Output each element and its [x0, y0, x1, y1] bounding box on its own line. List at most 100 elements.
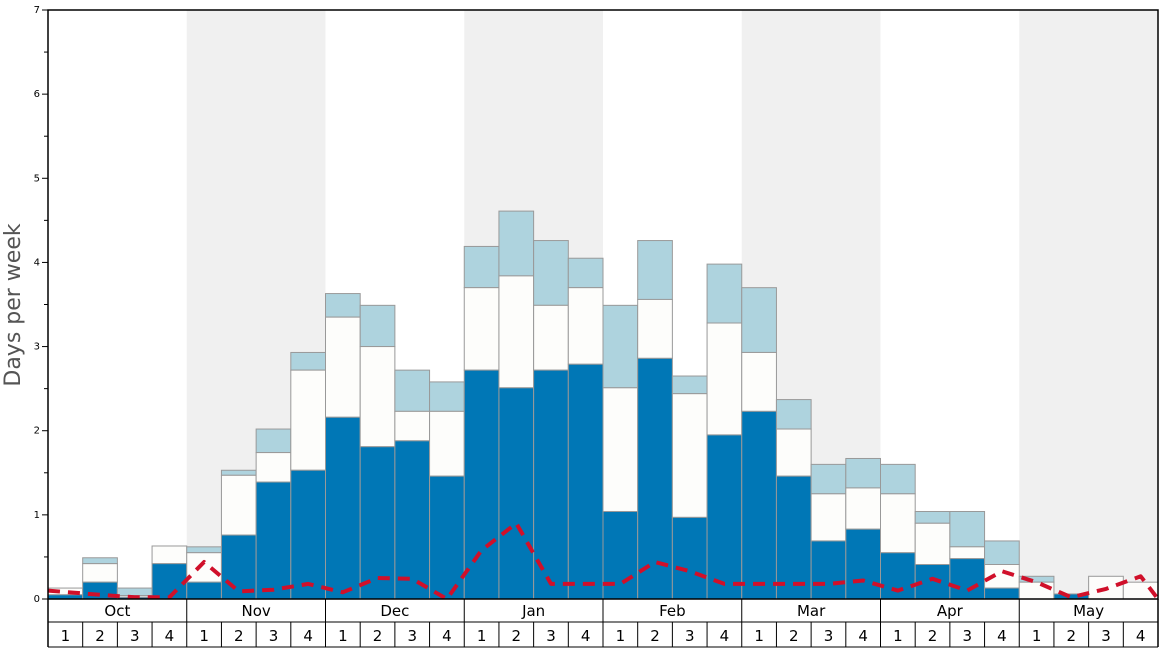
bar-bottom-segment — [186, 581, 222, 600]
week-label: 3 — [685, 627, 695, 645]
week-label: 1 — [1032, 627, 1042, 645]
bar-bottom-segment — [290, 469, 326, 600]
bar-middle-segment — [220, 474, 257, 536]
week-label: 4 — [720, 627, 730, 645]
week-label: 3 — [546, 627, 556, 645]
week-label: 1 — [754, 627, 764, 645]
bar-middle-segment — [602, 387, 639, 512]
bar-top-segment — [116, 587, 153, 597]
week-label: 1 — [477, 627, 487, 645]
bar-top-segment — [671, 375, 708, 395]
bar-middle-segment — [741, 351, 777, 412]
bar-bottom-segment — [949, 558, 986, 600]
week-label: 2 — [650, 627, 660, 645]
bar-middle-segment — [637, 298, 673, 359]
bar-top-segment — [533, 240, 569, 306]
bar-bottom-segment — [325, 416, 361, 600]
bar-middle-segment — [914, 522, 951, 566]
bar-middle-segment — [359, 346, 396, 448]
bar-middle-segment — [325, 316, 361, 418]
bar-middle-segment — [671, 393, 708, 518]
bar-bottom-segment — [706, 434, 743, 600]
month-label: Nov — [241, 602, 270, 620]
bar-middle-segment — [949, 546, 986, 560]
bar-top-segment — [359, 304, 396, 348]
bar-top-segment — [810, 463, 847, 495]
week-label: 3 — [962, 627, 972, 645]
y-tick-label: 1 — [34, 510, 40, 521]
week-label: 1 — [61, 627, 71, 645]
bar-middle-segment — [82, 563, 118, 583]
bar-bottom-segment — [394, 440, 431, 600]
bar-bottom-segment — [637, 357, 673, 600]
bar-bottom-segment — [810, 540, 847, 600]
y-tick-label: 2 — [34, 426, 40, 437]
bar-middle-segment — [255, 452, 292, 483]
week-label: 2 — [373, 627, 383, 645]
bar-top-segment — [567, 257, 604, 289]
bar-middle-segment — [463, 287, 500, 371]
week-label: 4 — [1136, 627, 1146, 645]
bar-top-segment — [255, 428, 292, 454]
week-label: 3 — [269, 627, 279, 645]
bar-top-segment — [845, 457, 881, 489]
bar-middle-segment — [880, 493, 916, 554]
week-label: 4 — [442, 627, 452, 645]
bar-bottom-segment — [741, 410, 777, 600]
week-label: 2 — [789, 627, 799, 645]
y-tick-label: 4 — [34, 257, 40, 268]
y-tick-label: 0 — [34, 594, 40, 605]
bar-bottom-segment — [359, 446, 396, 600]
bar-top-segment — [429, 381, 465, 412]
bar-bottom-segment — [671, 516, 708, 600]
bar-top-segment — [741, 287, 777, 353]
y-axis-label: Days per week — [1, 223, 26, 386]
bar-middle-segment — [1018, 581, 1055, 600]
bar-bottom-segment — [845, 528, 881, 600]
bar-top-segment — [463, 245, 500, 289]
bar-bottom-segment — [429, 475, 465, 600]
bar-bottom-segment — [220, 534, 257, 600]
week-label: 4 — [165, 627, 175, 645]
week-label: 1 — [338, 627, 348, 645]
bar-top-segment — [775, 399, 812, 430]
bar-top-segment — [984, 540, 1020, 566]
bar-bottom-segment — [567, 363, 604, 600]
bar-bottom-segment — [984, 587, 1020, 600]
week-label: 3 — [130, 627, 140, 645]
bar-top-segment — [290, 351, 326, 371]
y-tick-label: 7 — [34, 5, 40, 16]
bar-top-segment — [914, 510, 951, 524]
month-band — [1019, 10, 1158, 599]
bar-top-segment — [186, 546, 222, 554]
week-label: 2 — [95, 627, 105, 645]
month-label: Mar — [797, 602, 826, 620]
week-label: 3 — [407, 627, 417, 645]
bar-middle-segment — [775, 428, 812, 477]
trend-line-path — [47, 521, 1160, 601]
week-label: 1 — [199, 627, 209, 645]
bar-middle-segment — [498, 275, 535, 389]
x-axis: Oct 1 2 3 4 Nov 1 2 3 4 Dec 1 2 3 4 Jan 1 2 3 4 Feb 1 2 3 4 Mar 1 2… — [47, 599, 1159, 648]
month-label: May — [1073, 602, 1104, 620]
month-label: Oct — [104, 602, 130, 620]
bar-middle-segment — [533, 304, 569, 371]
bar-top-segment — [82, 557, 118, 565]
week-label: 2 — [1067, 627, 1077, 645]
bar-middle-segment — [394, 410, 431, 442]
month-label: Apr — [937, 602, 964, 620]
bar-top-segment — [394, 369, 431, 412]
week-label: 3 — [824, 627, 834, 645]
bar-bottom-segment — [498, 387, 535, 600]
month-label: Jan — [521, 602, 545, 620]
bar-bottom-segment — [463, 369, 500, 600]
trend-line — [47, 521, 1160, 601]
bar-bottom-segment — [775, 475, 812, 600]
bar-middle-segment — [290, 369, 326, 471]
bar-top-segment — [498, 210, 535, 277]
bar-middle-segment — [810, 493, 847, 542]
week-label: 4 — [581, 627, 591, 645]
week-label: 2 — [928, 627, 938, 645]
y-tick-label: 5 — [34, 173, 40, 184]
